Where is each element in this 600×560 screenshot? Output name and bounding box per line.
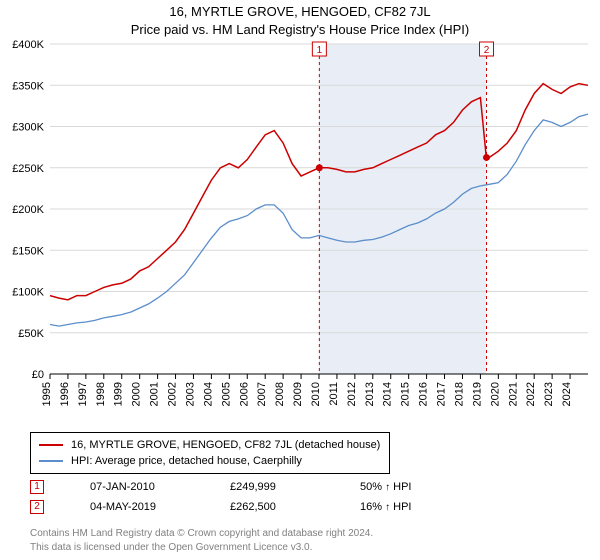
sale-date: 07-JAN-2010 — [90, 481, 155, 493]
legend-item: HPI: Average price, detached house, Caer… — [39, 453, 381, 469]
legend: 16, MYRTLE GROVE, HENGOED, CF82 7JL (det… — [30, 432, 390, 474]
sale-marker-number: 1 — [317, 45, 323, 56]
legend-label: 16, MYRTLE GROVE, HENGOED, CF82 7JL (det… — [71, 439, 380, 451]
y-tick-label: £300K — [12, 122, 44, 134]
sale-price: £249,999 — [230, 481, 276, 493]
arrow-up-icon: ↑ — [385, 502, 390, 513]
credits-line: This data is licensed under the Open Gov… — [30, 542, 312, 553]
x-tick-label: 2004 — [202, 382, 214, 406]
legend-label: HPI: Average price, detached house, Caer… — [71, 455, 302, 467]
credits-line: Contains HM Land Registry data © Crown c… — [30, 528, 373, 539]
x-tick-label: 2023 — [543, 382, 555, 406]
x-tick-label: 2012 — [346, 382, 358, 406]
y-tick-label: £400K — [12, 39, 44, 51]
x-tick-label: 2011 — [328, 382, 340, 406]
price-chart: £0 £50K £100K £150K £200K £250K £300K £350K £400… — [0, 0, 600, 420]
x-tick-label: 2016 — [418, 382, 430, 406]
y-tick-label: £50K — [18, 328, 44, 340]
legend-item: 16, MYRTLE GROVE, HENGOED, CF82 7JL (det… — [39, 437, 381, 453]
x-tick-label: 2010 — [310, 382, 322, 406]
x-tick-label: 1996 — [59, 382, 71, 406]
x-tick-label: 1997 — [77, 382, 89, 406]
x-tick-label: 2018 — [453, 382, 465, 406]
x-tick-label: 2022 — [525, 382, 537, 406]
pct-value: 16% — [360, 501, 382, 513]
legend-swatch — [39, 460, 63, 462]
sale-row: 2 04-MAY-2019 £262,500 16% ↑ HPI — [30, 500, 590, 514]
y-tick-label: £100K — [12, 287, 44, 299]
pct-suffix: HPI — [393, 481, 411, 493]
sale-price: £262,500 — [230, 501, 276, 513]
x-tick-label: 2005 — [220, 382, 232, 406]
x-tick-label: 2002 — [167, 382, 179, 406]
x-tick-label: 2009 — [292, 382, 304, 406]
x-tick-label: 1999 — [113, 382, 125, 406]
x-tick-label: 2006 — [238, 382, 250, 406]
y-tick-label: £200K — [12, 204, 44, 216]
x-tick-label: 2021 — [507, 382, 519, 406]
x-tick-label: 2000 — [131, 382, 143, 406]
sale-date: 04-MAY-2019 — [90, 501, 156, 513]
sale-marker-icon: 1 — [30, 480, 44, 494]
y-tick-label: £150K — [12, 245, 44, 257]
legend-swatch — [39, 444, 63, 446]
x-tick-label: 1998 — [95, 382, 107, 406]
x-tick-label: 2014 — [382, 382, 394, 406]
x-tick-label: 2017 — [436, 382, 448, 406]
x-tick-label: 1995 — [41, 382, 53, 406]
x-tick-label: 2015 — [400, 382, 412, 406]
x-tick-label: 2007 — [256, 382, 268, 406]
x-tick-label: 2001 — [149, 382, 161, 406]
x-tick-label: 2020 — [489, 382, 501, 406]
x-tick-label: 2019 — [471, 382, 483, 406]
x-tick-label: 2024 — [561, 382, 573, 406]
sale-pct: 50% ↑ HPI — [360, 481, 412, 493]
y-tick-label: £350K — [12, 80, 44, 92]
y-tick-label: £250K — [12, 163, 44, 175]
y-tick-label: £0 — [32, 369, 44, 381]
pct-suffix: HPI — [393, 501, 411, 513]
x-tick-label: 2013 — [364, 382, 376, 406]
sale-marker-number: 2 — [484, 45, 490, 56]
sale-pct: 16% ↑ HPI — [360, 501, 412, 513]
sale-row: 1 07-JAN-2010 £249,999 50% ↑ HPI — [30, 480, 590, 494]
arrow-up-icon: ↑ — [385, 482, 390, 493]
sale-marker-icon: 2 — [30, 500, 44, 514]
x-tick-label: 2003 — [184, 382, 196, 406]
x-tick-label: 2008 — [274, 382, 286, 406]
pct-value: 50% — [360, 481, 382, 493]
